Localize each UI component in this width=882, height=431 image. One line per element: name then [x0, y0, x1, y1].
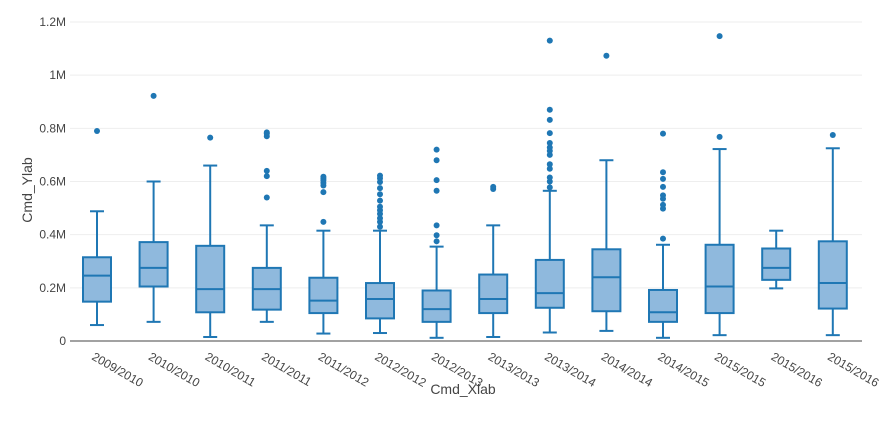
iqr-box: [308, 276, 339, 315]
iqr-box: [761, 247, 792, 281]
outlier-point: [546, 116, 553, 123]
iqr-box: [138, 241, 169, 288]
outlier-point: [546, 161, 553, 168]
iqr-box: [421, 289, 452, 323]
outlier-point: [433, 238, 440, 245]
iqr-box: [82, 256, 112, 303]
outlier-point: [546, 106, 553, 113]
outlier-point: [377, 215, 383, 222]
box-5: [308, 173, 339, 335]
outlier-point: [320, 173, 327, 180]
outlier-point: [660, 201, 666, 208]
y-tick-label: 0: [59, 334, 66, 348]
outlier-point: [660, 169, 666, 176]
y-tick-label: 0.6M: [39, 175, 66, 189]
box-14: [817, 131, 848, 337]
box-3: [195, 134, 226, 339]
x-tick-label: 2013/2014: [542, 349, 598, 390]
iqr-box: [704, 243, 735, 315]
outlier-point: [263, 167, 270, 174]
outlier-point: [377, 197, 383, 204]
y-axis-title: Cmd_Ylab: [19, 157, 35, 223]
iqr-box: [591, 248, 622, 313]
x-tick-label: 2011/2011: [259, 349, 314, 389]
outlier-point: [263, 194, 270, 201]
iqr-box: [817, 240, 848, 310]
outlier-point: [546, 37, 553, 44]
outlier-point: [377, 191, 383, 198]
box-series: [82, 33, 848, 339]
outlier-point: [546, 165, 553, 172]
outlier-point: [546, 144, 553, 151]
x-tick-label: 2010/2011: [203, 349, 259, 389]
x-axis-title: Cmd_Xlab: [430, 381, 496, 397]
x-tick-label: 2015/2016: [769, 349, 825, 390]
y-tick-labels: 0 0.2M 0.4M 0.6M 0.8M 1M 1.2M: [39, 15, 66, 348]
box-1: [82, 127, 112, 327]
x-tick-label: 2012/2012: [373, 349, 429, 390]
outlier-point: [716, 133, 723, 140]
outlier-point: [546, 130, 553, 137]
gridlines: [70, 21, 862, 342]
box-10: [591, 52, 622, 332]
x-tick-label: 2014/2014: [599, 349, 655, 390]
outlier-point: [829, 131, 836, 138]
box-12: [704, 33, 735, 337]
outlier-point: [433, 222, 440, 229]
outlier-point: [377, 172, 383, 179]
y-tick-label: 1M: [49, 68, 66, 82]
x-tick-label: 2010/2010: [146, 349, 202, 390]
outlier-point: [320, 189, 327, 196]
outlier-point: [660, 235, 666, 242]
box-8: [478, 183, 509, 339]
outlier-point: [546, 184, 553, 191]
outlier-point: [377, 203, 383, 210]
box-6: [365, 172, 395, 335]
x-tick-label: 2009/2010: [90, 349, 146, 390]
box-11: [648, 130, 678, 339]
box-2: [138, 92, 169, 323]
outlier-point: [716, 33, 723, 40]
x-tick-label: 2015/2016: [825, 349, 881, 390]
x-tick-label: 2015/2015: [712, 349, 768, 390]
outlier-point: [660, 192, 666, 199]
outlier-point: [660, 130, 666, 137]
y-tick-label: 1.2M: [39, 15, 66, 29]
outlier-point: [546, 139, 553, 146]
outlier-point: [207, 134, 214, 141]
outlier-point: [433, 177, 440, 184]
outlier-point: [433, 232, 440, 239]
iqr-box: [195, 244, 226, 314]
outlier-point: [377, 185, 383, 192]
outlier-point: [660, 183, 666, 190]
outlier-point: [433, 187, 440, 194]
y-tick-label: 0.8M: [39, 121, 66, 135]
outlier-point: [377, 223, 383, 230]
y-tick-label: 0.4M: [39, 228, 66, 242]
outlier-point: [660, 175, 666, 182]
outlier-point: [490, 183, 497, 190]
outlier-point: [433, 157, 440, 164]
outlier-point: [150, 92, 157, 99]
x-tick-label: 2011/2012: [316, 349, 372, 389]
outlier-point: [263, 129, 270, 136]
iqr-box: [365, 282, 395, 320]
x-tick-label: 2014/2015: [656, 349, 712, 390]
y-tick-label: 0.2M: [39, 281, 66, 295]
box-4: [251, 129, 282, 323]
outlier-point: [546, 174, 553, 181]
outlier-point: [603, 52, 610, 59]
box-7: [421, 146, 452, 339]
iqr-box: [534, 258, 565, 309]
iqr-box: [478, 273, 509, 315]
outlier-point: [94, 127, 100, 134]
outlier-point: [263, 173, 270, 180]
outlier-point: [320, 218, 327, 225]
iqr-box: [648, 288, 678, 323]
box-13: [761, 229, 792, 290]
box-9: [534, 37, 565, 334]
outlier-point: [433, 146, 440, 153]
